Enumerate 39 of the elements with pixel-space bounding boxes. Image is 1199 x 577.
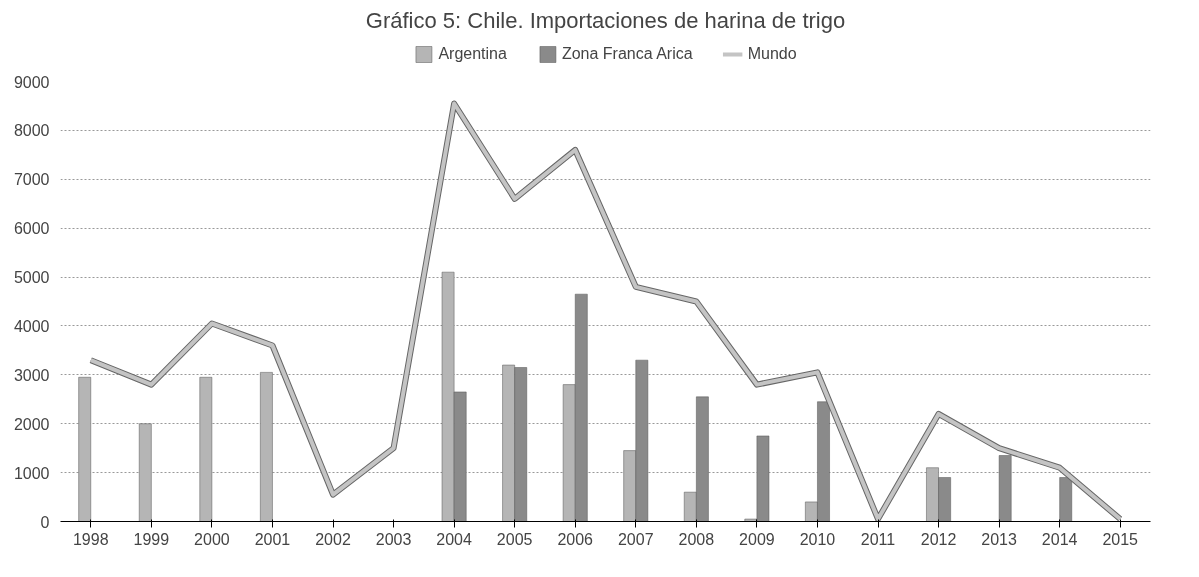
y-tick-label: 2000	[13, 415, 50, 433]
x-tick-label: 2001	[254, 530, 291, 548]
y-tick-label: 7000	[13, 171, 50, 189]
x-tick-label: 2005	[496, 530, 533, 548]
bar	[260, 372, 273, 522]
y-tick-label: 4000	[13, 317, 50, 335]
x-tick-label: 2000	[194, 530, 230, 548]
bar	[998, 455, 1012, 522]
legend-label: Argentina	[438, 45, 507, 63]
legend-label: Mundo	[747, 45, 797, 63]
legend-label: Zona Franca Arica	[561, 45, 693, 63]
x-tick-label: 2009	[739, 530, 775, 548]
y-tick-label: 6000	[13, 220, 50, 238]
x-tick-label: 2014	[1041, 530, 1078, 548]
line-series	[87, 100, 1124, 522]
y-tick-label: 8000	[13, 122, 50, 140]
x-tick-label: 2002	[315, 530, 351, 548]
y-tick-label: 9000	[13, 73, 50, 91]
x-tick-label: 2013	[981, 530, 1018, 548]
y-tick-label: 3000	[13, 366, 50, 384]
x-tick-label: 2006	[557, 530, 594, 548]
x-tick-label: 1998	[72, 530, 109, 548]
x-tick-label: 2015	[1102, 530, 1139, 548]
bar	[1059, 477, 1073, 522]
x-tick-label: 2007	[617, 530, 654, 548]
x-tick-label: 2012	[920, 530, 957, 548]
x-tick-label: 2003	[375, 530, 412, 548]
bar	[199, 377, 213, 522]
x-tick-label: 2008	[678, 530, 715, 548]
bar	[138, 423, 152, 522]
y-tick-label: 0	[40, 513, 50, 531]
x-tick-label: 2004	[436, 530, 473, 548]
x-tick-label: 2011	[860, 530, 896, 548]
y-tick-label: 5000	[13, 269, 50, 287]
y-tick-label: 1000	[13, 464, 50, 482]
bar	[78, 377, 92, 522]
chart-title: Gráfico 5: Chile. Importaciones de harina de trigo	[365, 7, 846, 33]
x-tick-label: 2010	[799, 530, 836, 548]
x-tick-label: 1999	[133, 530, 170, 548]
